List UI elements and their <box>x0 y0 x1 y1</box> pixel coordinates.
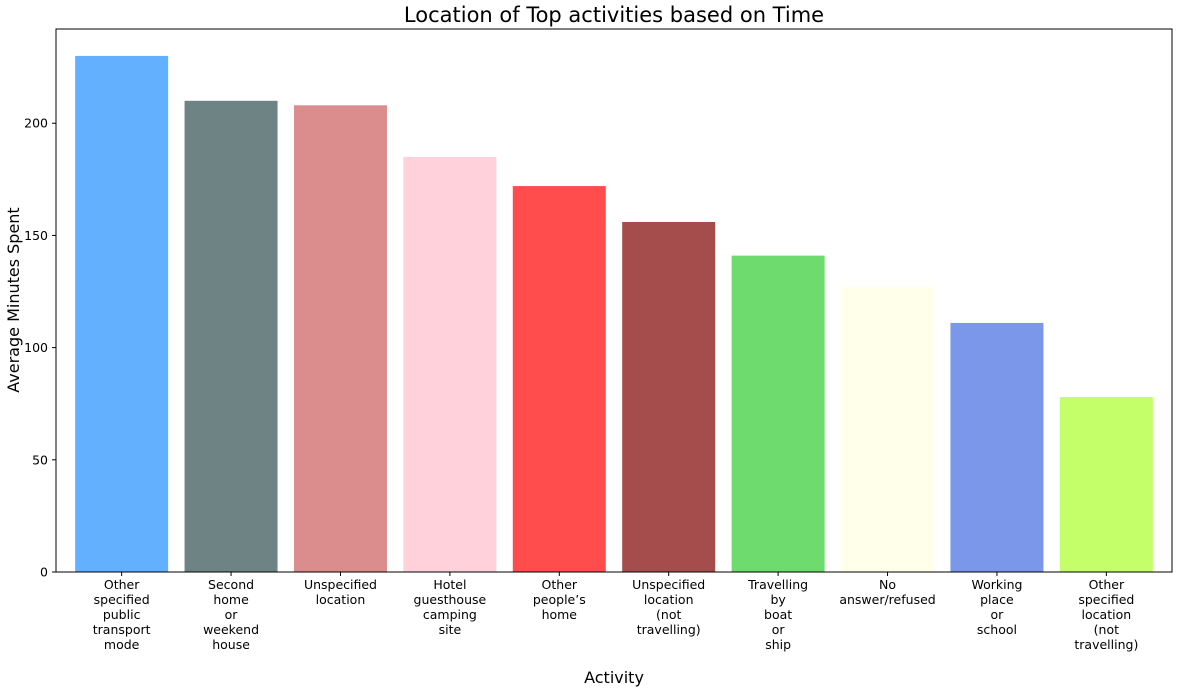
x-tick-label-line: camping <box>423 607 477 622</box>
x-tick-label-line: school <box>977 622 1017 637</box>
x-tick-label-line: boat <box>764 607 792 622</box>
x-tick-label-line: specified <box>94 592 150 607</box>
x-tick-label-line: or <box>225 607 239 622</box>
x-axis-label: Activity <box>584 668 644 687</box>
x-tick-label-line: location <box>316 592 366 607</box>
y-tick-label: 100 <box>24 340 48 355</box>
x-tick-label-line: Travelling <box>747 577 808 592</box>
bar-6 <box>622 221 716 572</box>
x-tick-label-line: guesthouse <box>414 592 487 607</box>
x-tick-label-line: location <box>644 592 694 607</box>
x-tick-label-line: home <box>213 592 249 607</box>
x-tick-label-line: home <box>542 607 578 622</box>
x-tick-label-line: location <box>1082 607 1132 622</box>
x-tick-label-line: answer/refused <box>839 592 935 607</box>
x-tick-label-line: mode <box>104 637 140 652</box>
x-tick-label-line: or <box>991 607 1005 622</box>
x-tick-label-line: travelling) <box>1074 637 1138 652</box>
x-tick-label: Other people’s home <box>533 577 586 622</box>
x-tick-label-line: Unspecified <box>304 577 377 592</box>
x-tick-label-line: No <box>879 577 896 592</box>
x-tick-label-line: ship <box>765 637 791 652</box>
y-tick-label: 50 <box>32 452 48 467</box>
x-tick-label-line: place <box>980 592 1014 607</box>
bar-8 <box>841 287 935 572</box>
bar-1 <box>75 55 169 573</box>
bar-5 <box>512 186 606 573</box>
bar-2 <box>184 100 278 573</box>
x-tick-label: Unspecified location <box>304 577 377 607</box>
x-tick-label: Travelling by boat or ship <box>747 577 808 652</box>
y-tick-label: 150 <box>24 228 48 243</box>
x-tick-label-line: Other <box>1089 577 1125 592</box>
bar-3 <box>293 105 387 573</box>
x-tick-label: Working place or school <box>971 577 1022 637</box>
x-tick-label-line: specified <box>1078 592 1134 607</box>
x-tick-label-line: by <box>770 592 786 607</box>
x-tick-label-line: weekend <box>203 622 259 637</box>
bars-layer <box>75 55 1153 573</box>
x-tick-label-line: Hotel <box>433 577 466 592</box>
bar-10 <box>1059 396 1153 572</box>
x-tick-label: No answer/refused <box>839 577 935 607</box>
x-tick-label-line: house <box>212 637 250 652</box>
x-tick-label-line: or <box>772 622 786 637</box>
bar-7 <box>731 255 825 572</box>
x-tick-label-line: Other <box>104 577 140 592</box>
x-tick-label-line: Working <box>971 577 1022 592</box>
x-tick-label: Other specified public transport mode <box>93 577 151 652</box>
bar-9 <box>950 322 1044 572</box>
x-tick-label-line: (not <box>1094 622 1119 637</box>
x-tick-label-line: Unspecified <box>632 577 705 592</box>
x-tick-label-line: site <box>439 622 462 637</box>
bar-4 <box>403 156 497 572</box>
x-tick-label-line: public <box>103 607 141 622</box>
y-axis-label: Average Minutes Spent <box>4 207 23 392</box>
y-axis: 0 50 100 150 200 <box>24 116 56 580</box>
x-tick-label-line: Second <box>208 577 254 592</box>
x-tick-label: Hotel guesthouse camping site <box>414 577 487 637</box>
x-tick-label: Second home or weekend house <box>203 577 259 652</box>
plot-frame <box>55 28 1173 573</box>
chart-title: Location of Top activities based on Time <box>404 3 824 27</box>
x-tick-label: Other specified location (not travelling) <box>1074 577 1138 652</box>
x-tick-label: Unspecified location (not travelling) <box>632 577 705 637</box>
x-tick-label-line: (not <box>656 607 681 622</box>
x-tick-label-line: people’s <box>533 592 586 607</box>
x-tick-label-line: Other <box>542 577 578 592</box>
x-tick-label-line: travelling) <box>637 622 701 637</box>
x-tick-label-line: transport <box>93 622 151 637</box>
y-tick-label: 200 <box>24 116 48 131</box>
y-tick-label: 0 <box>40 565 48 580</box>
